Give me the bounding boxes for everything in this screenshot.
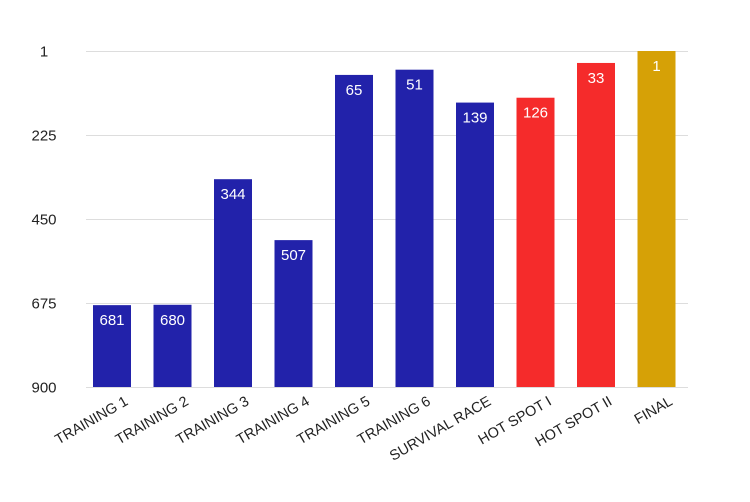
data-label: 680 — [160, 312, 185, 329]
bar — [214, 179, 252, 387]
data-label: 681 — [99, 312, 124, 329]
bar — [274, 240, 313, 387]
bar — [577, 62, 615, 387]
data-label: 51 — [406, 77, 423, 94]
data-label: 126 — [523, 105, 548, 122]
data-label: 65 — [346, 82, 363, 99]
bar — [456, 102, 494, 388]
data-labels: 681 680 344 507 65 51 139 126 33 1 — [99, 58, 660, 329]
y-tick-label: 1 — [40, 44, 48, 61]
x-category-label: FINAL — [632, 394, 676, 428]
data-label: 344 — [220, 186, 245, 203]
data-label: 139 — [462, 110, 487, 127]
y-tick-label: 225 — [31, 128, 56, 145]
bar — [395, 69, 434, 387]
data-label: 507 — [281, 247, 306, 264]
y-tick-label: 450 — [31, 212, 56, 229]
x-category-label: SURVIVAL RACE — [387, 393, 494, 464]
data-label: 1 — [652, 58, 660, 75]
bar — [335, 74, 373, 387]
bar — [153, 304, 192, 387]
data-label: 33 — [588, 70, 605, 87]
y-axis-tick-labels: 1 225 450 675 900 — [31, 44, 56, 397]
y-tick-label: 900 — [31, 380, 56, 397]
bar — [93, 305, 131, 387]
bar — [516, 97, 555, 388]
y-tick-label: 675 — [31, 296, 56, 313]
bar — [637, 51, 676, 387]
bars — [93, 51, 676, 388]
